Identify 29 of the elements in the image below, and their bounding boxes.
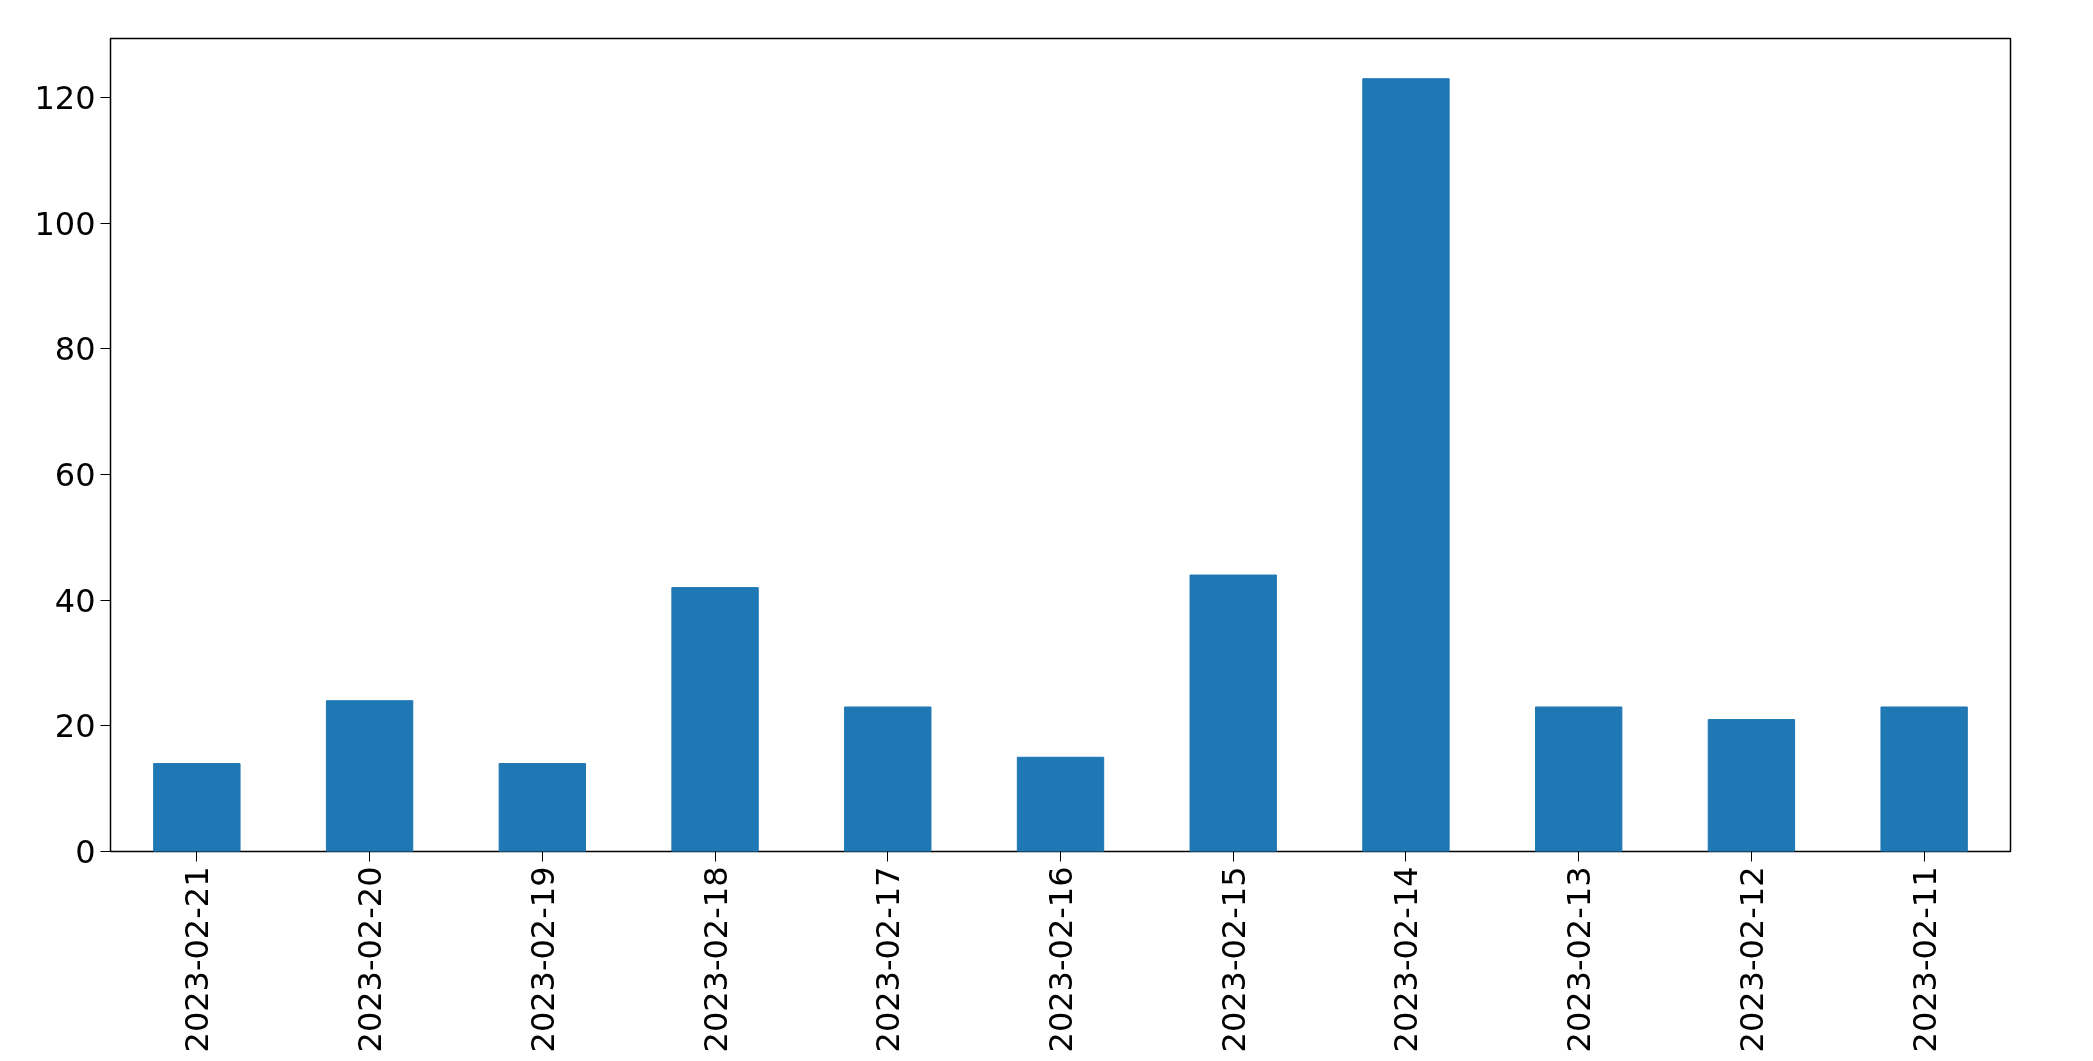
x-tick-label: 2023-02-20	[351, 866, 390, 1053]
x-tick-label: 2023-02-11	[1905, 866, 1944, 1053]
bar	[498, 763, 586, 852]
y-tick-label: 60	[54, 456, 96, 495]
bar	[325, 700, 414, 852]
x-tick-label: 2023-02-12	[1732, 866, 1771, 1053]
bar	[1535, 706, 1623, 852]
bar	[153, 763, 241, 852]
bar	[1707, 719, 1796, 852]
y-tick-label: 80	[54, 330, 96, 369]
bar	[1189, 574, 1277, 852]
x-tick-label: 2023-02-21	[178, 866, 217, 1053]
bar	[844, 706, 932, 852]
bar	[1880, 706, 1968, 852]
bar	[1362, 78, 1450, 852]
y-tick-label: 100	[34, 204, 96, 243]
x-tick-label: 2023-02-15	[1214, 866, 1253, 1053]
y-tick-label: 20	[54, 707, 96, 746]
x-tick-label: 2023-02-16	[1042, 866, 1080, 1053]
bar	[1016, 756, 1105, 852]
x-tick-label: 2023-02-13	[1560, 866, 1599, 1053]
x-tick-label: 2023-02-19	[523, 866, 562, 1053]
y-tick-label: 120	[34, 79, 96, 118]
x-tick-label: 2023-02-18	[696, 866, 735, 1053]
y-tick-label: 40	[54, 581, 96, 620]
y-tick-label: 0	[75, 833, 96, 871]
x-tick-label: 2023-02-14	[1387, 866, 1426, 1053]
x-tick-label: 2023-02-17	[869, 866, 908, 1053]
bar	[671, 587, 759, 852]
